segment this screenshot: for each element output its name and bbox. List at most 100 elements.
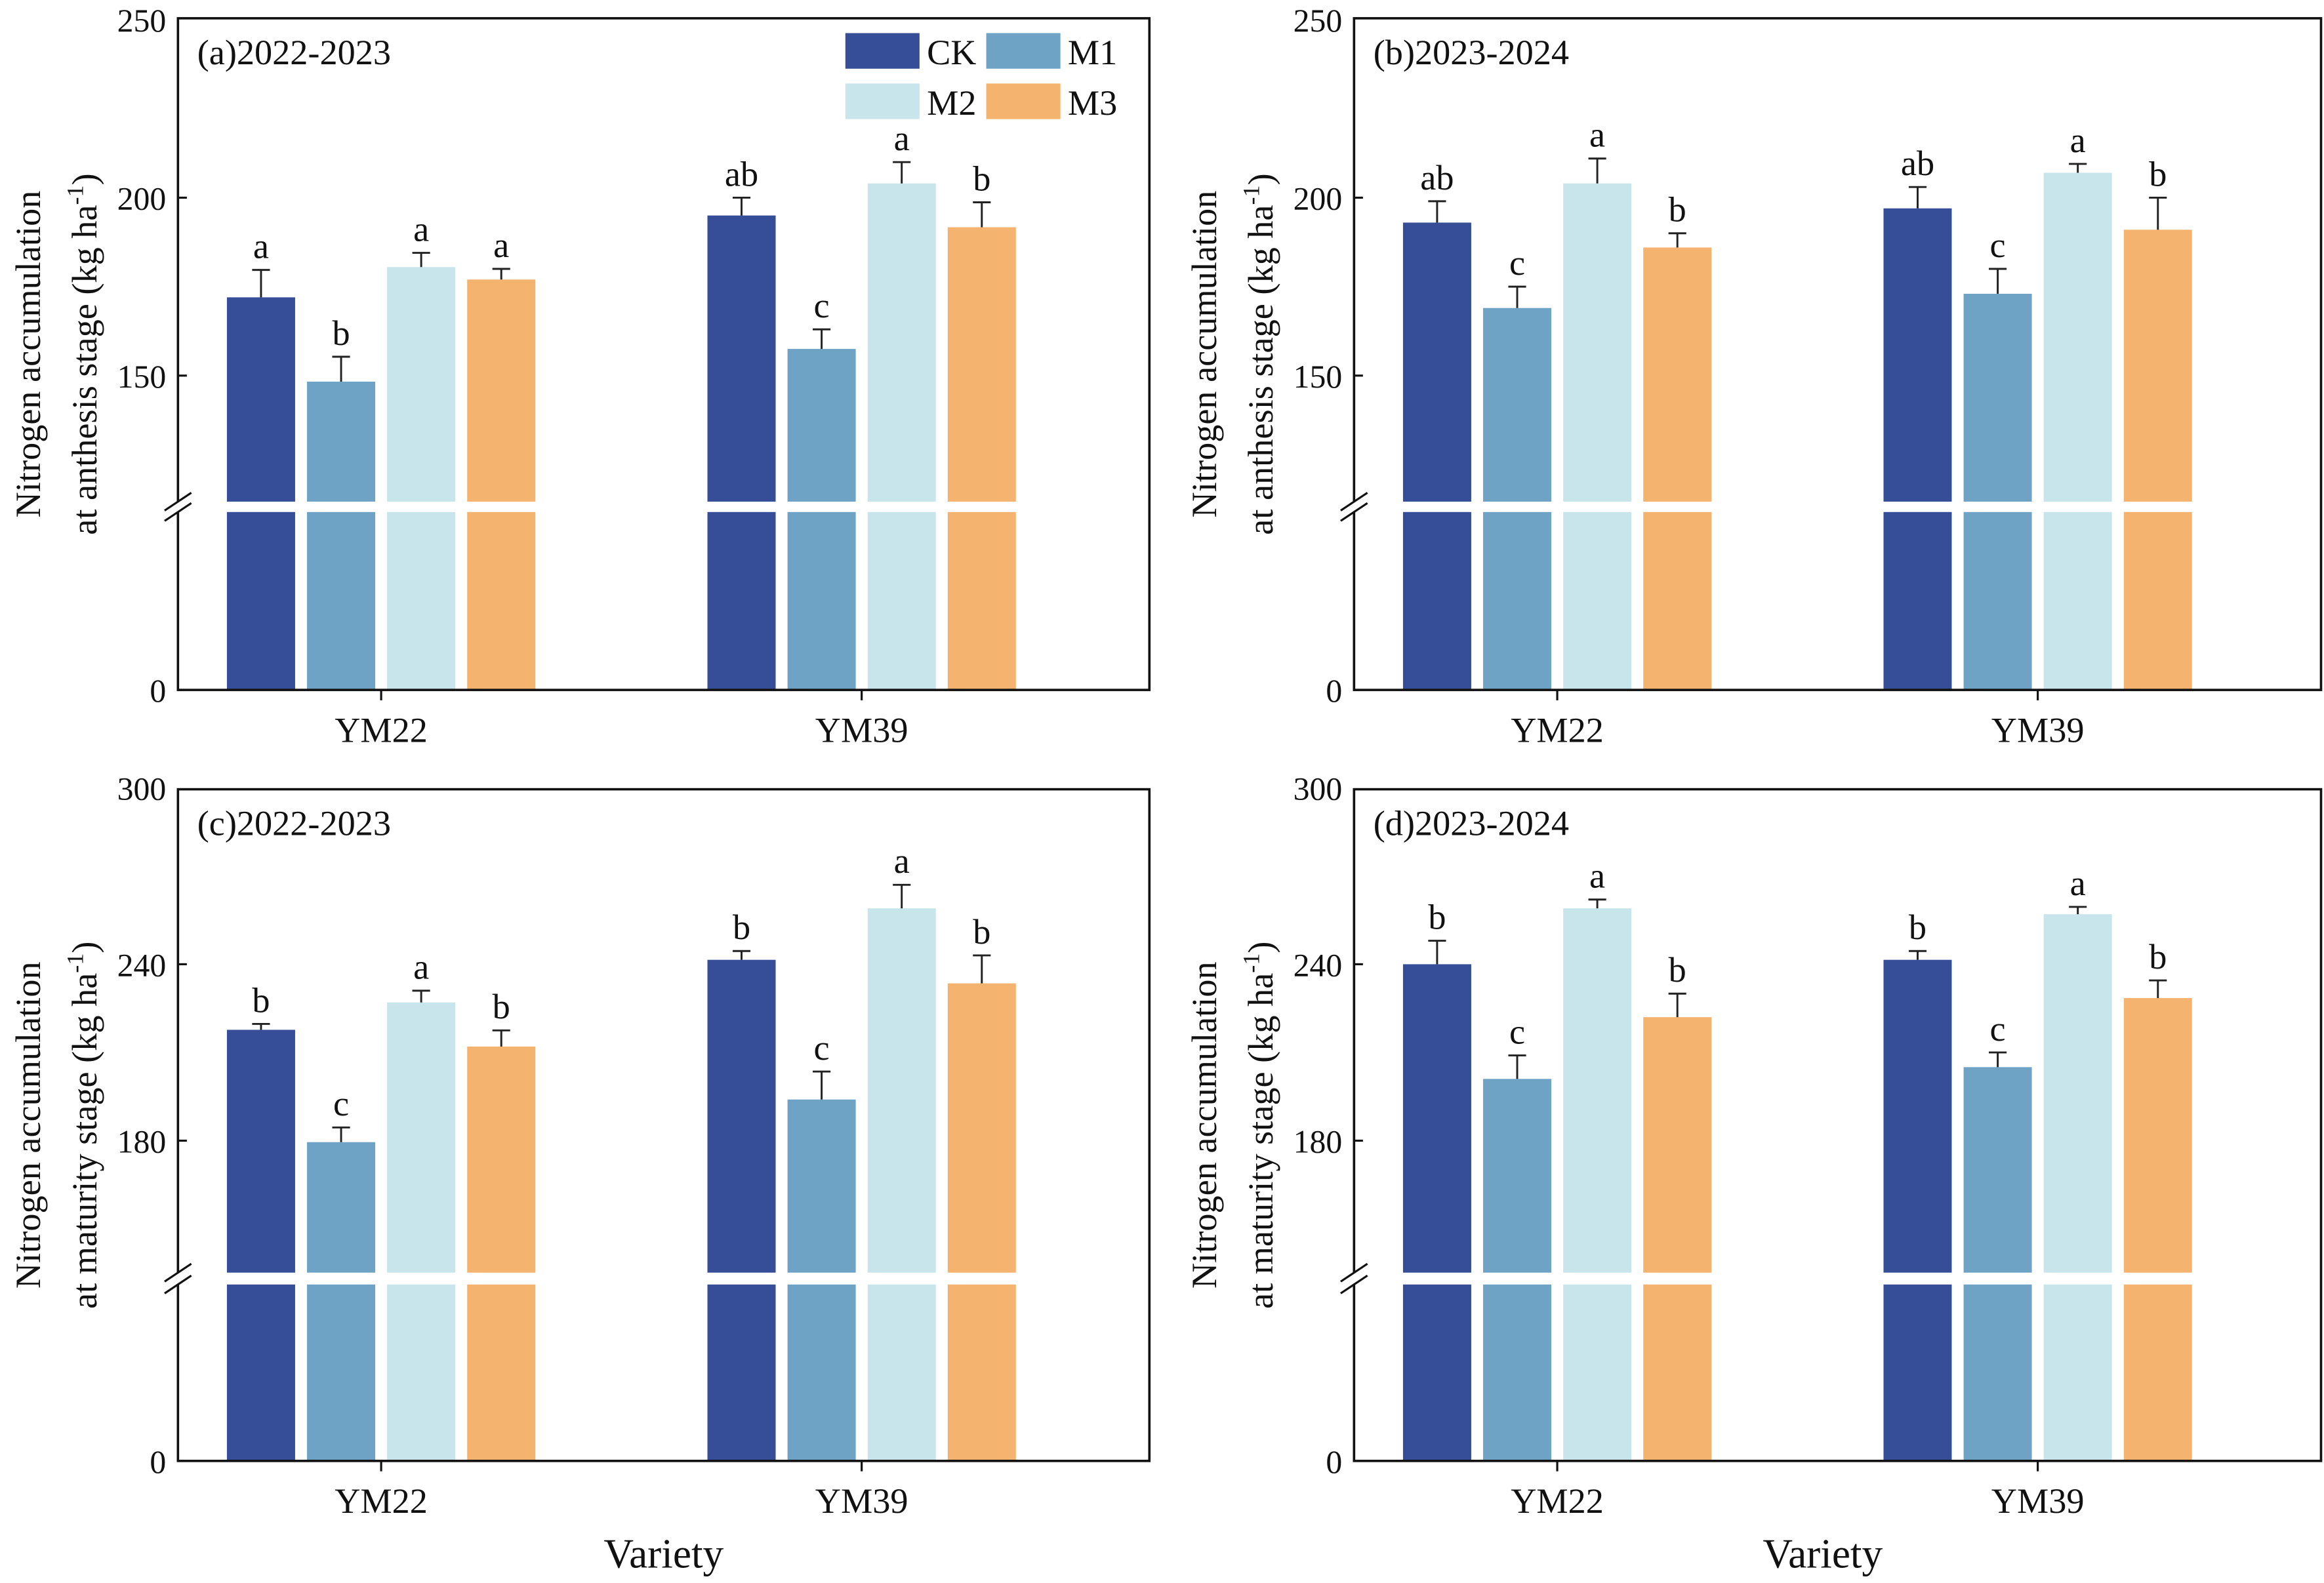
significance-letter: c <box>333 1084 349 1123</box>
significance-letter: a <box>2070 864 2086 903</box>
significance-letter: a <box>253 227 269 266</box>
x-tick-label: YM22 <box>1511 1481 1604 1521</box>
axis-break-mark <box>164 1274 192 1294</box>
y-tick-label: 0 <box>1326 673 1342 709</box>
significance-letter: c <box>814 286 830 325</box>
y-tick-label: 150 <box>1294 359 1343 395</box>
significance-letter: b <box>1428 897 1446 936</box>
significance-letter: a <box>1589 115 1605 155</box>
bar-lower-M2-YM39 <box>2043 511 2112 691</box>
plot-frame <box>1353 17 2323 691</box>
significance-letter: a <box>413 209 429 249</box>
x-axis-label: Variety <box>1763 1531 1883 1577</box>
bar-M3-YM22 <box>1643 1017 1712 1273</box>
x-tick-label: YM22 <box>1511 710 1604 750</box>
y-tick-label: 250 <box>117 3 167 39</box>
bar-lower-M1-YM22 <box>307 1284 376 1461</box>
bar-lower-M1-YM39 <box>787 511 856 691</box>
significance-letter: a <box>493 226 509 265</box>
significance-letter: b <box>1909 908 1926 947</box>
bar-M3-YM39 <box>947 983 1016 1273</box>
bar-lower-M2-YM22 <box>387 1284 456 1461</box>
bar-lower-CK-YM22 <box>226 511 295 691</box>
significance-letter: c <box>1509 243 1525 283</box>
y-tick-label: 300 <box>1294 771 1343 807</box>
bar-M2-YM22 <box>387 267 456 502</box>
bar-lower-M1-YM39 <box>787 1284 856 1461</box>
bar-lower-M3-YM22 <box>1643 511 1712 691</box>
bar-M1-YM22 <box>1483 1079 1552 1273</box>
bar-M2-YM39 <box>867 908 936 1273</box>
bar-lower-CK-YM22 <box>1402 1284 1471 1461</box>
bar-lower-M1-YM39 <box>1963 511 2032 691</box>
panel-title: (a)2022-2023 <box>197 33 391 72</box>
bar-lower-M2-YM39 <box>867 1284 936 1461</box>
bar-M3-YM22 <box>467 279 536 502</box>
bar-CK-YM39 <box>1883 959 1952 1273</box>
significance-letter: b <box>733 908 750 947</box>
panel-d: b b c c a a b b 0 180 240 300 YM22 YM39 (d)2023-2024 Ni… <box>1185 771 2323 1577</box>
bar-lower-M3-YM22 <box>467 1284 536 1461</box>
bar-lower-CK-YM22 <box>1402 511 1471 691</box>
bar-lower-M1-YM22 <box>1483 1284 1552 1461</box>
x-axis-label: Variety <box>603 1531 724 1577</box>
bar-M2-YM39 <box>2043 914 2112 1273</box>
axis-break-mark <box>164 492 192 511</box>
bar-M1-YM39 <box>1963 1067 2032 1273</box>
bar-M1-YM39 <box>1963 293 2032 502</box>
y-tick-label: 240 <box>1294 947 1343 983</box>
bar-M3-YM22 <box>467 1046 536 1273</box>
bar-lower-CK-YM22 <box>226 1284 295 1461</box>
legend-swatch-M1 <box>986 33 1061 69</box>
significance-letter: ab <box>1420 158 1454 197</box>
legend-swatch-M2 <box>845 83 920 119</box>
bar-CK-YM22 <box>1402 222 1471 502</box>
significance-letter: b <box>2149 937 2167 976</box>
bar-lower-M1-YM22 <box>307 511 376 691</box>
legend: CK M1 M2 M3 <box>845 33 1117 123</box>
significance-letter: b <box>332 313 350 353</box>
bar-M2-YM22 <box>1563 908 1632 1273</box>
axis-break-gap <box>173 1272 183 1285</box>
bar-M1-YM22 <box>307 1142 376 1273</box>
significance-letter: ab <box>1901 144 1934 183</box>
bar-lower-M2-YM39 <box>2043 1284 2112 1461</box>
bar-M2-YM39 <box>867 183 936 502</box>
axis-break-mark <box>1340 492 1368 511</box>
y-axis-label-line2: at anthesis stage (kg ha-1) <box>1238 173 1280 534</box>
y-tick-label: 250 <box>1294 3 1343 39</box>
bar-lower-CK-YM39 <box>1883 1284 1952 1461</box>
x-tick-label: YM22 <box>335 1481 428 1521</box>
y-tick-label: 150 <box>117 359 167 395</box>
axis-break-mark <box>1340 1274 1368 1294</box>
legend-label-CK: CK <box>927 33 976 72</box>
y-axis-label-line1: Nitrogen accumulation <box>1185 961 1224 1289</box>
significance-letter: b <box>1669 950 1686 990</box>
axis-break-mark <box>1340 1262 1368 1283</box>
y-axis-label-line2: at maturity stage (kg ha-1) <box>62 942 104 1309</box>
significance-letter: ab <box>725 154 758 193</box>
significance-letter: c <box>1990 226 2006 265</box>
significance-letter: c <box>1990 1009 2006 1049</box>
y-tick-label: 180 <box>1294 1124 1343 1160</box>
bar-lower-M3-YM39 <box>2123 1284 2192 1461</box>
x-tick-label: YM39 <box>1991 710 2085 750</box>
y-tick-label: 300 <box>117 771 167 807</box>
legend-label-M3: M3 <box>1068 83 1117 123</box>
panel-title: (b)2023-2024 <box>1374 33 1569 72</box>
y-axis-label-line2: at anthesis stage (kg ha-1) <box>62 173 104 534</box>
bar-M2-YM39 <box>2043 172 2112 502</box>
bar-CK-YM22 <box>1402 964 1471 1273</box>
significance-letter: c <box>814 1028 830 1068</box>
bar-M1-YM39 <box>787 1099 856 1273</box>
bar-M1-YM22 <box>307 382 376 502</box>
panel-title: (c)2022-2023 <box>197 804 391 843</box>
significance-letter: b <box>973 159 990 198</box>
plot-frame <box>176 17 1151 691</box>
bar-CK-YM39 <box>1883 208 1952 502</box>
bar-lower-M1-YM22 <box>1483 511 1552 691</box>
panel-title: (d)2023-2024 <box>1374 804 1569 843</box>
